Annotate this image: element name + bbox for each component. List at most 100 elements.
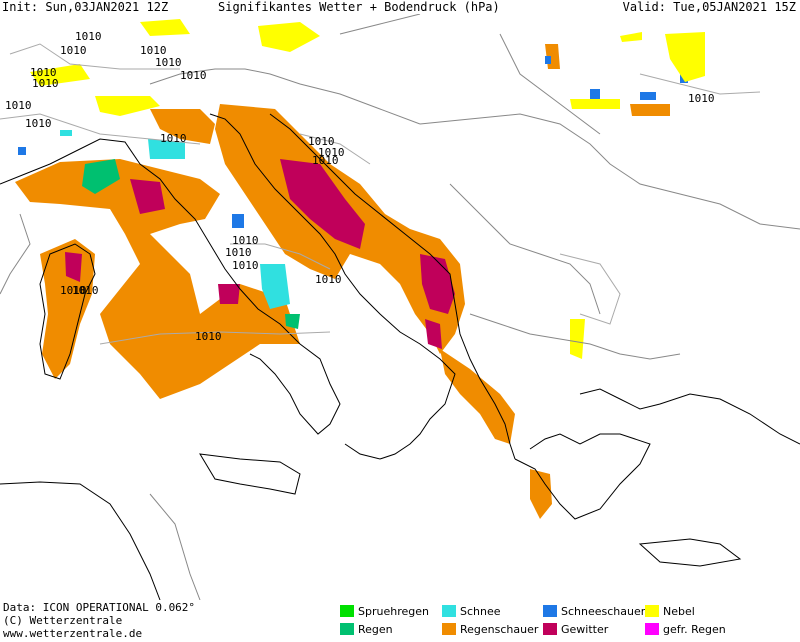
schnee-apennines <box>260 264 290 309</box>
isobar-label: 1010 <box>318 146 345 159</box>
schnee-alps <box>148 139 185 159</box>
isobar-croatia <box>299 133 371 165</box>
website-url: www.wetterzentrale.de <box>3 627 143 640</box>
border-greece <box>469 313 681 360</box>
isobar-label: 1010 <box>232 234 259 247</box>
isobar-label: 1010 <box>160 132 187 145</box>
gewitter-areas <box>65 159 455 349</box>
isobar-label: 1010 <box>308 135 335 148</box>
isobar-label: 1010 <box>60 44 87 57</box>
isobar-east <box>639 73 761 95</box>
nebel-ne <box>620 32 642 42</box>
nebel-areas <box>30 19 705 359</box>
coast-italy-east <box>209 113 456 460</box>
legend-label: Nebel <box>663 605 695 618</box>
legend-item-schneeschauer: Schneeschauer <box>543 605 645 618</box>
legend-label: Schneeschauer <box>561 605 646 618</box>
legend-label: Spruehregen <box>358 605 429 618</box>
gewitter-albania <box>425 319 442 349</box>
isobar-label: 1010 <box>25 117 52 130</box>
regenschauer-western-med <box>15 159 300 399</box>
border-north <box>339 14 421 35</box>
isobar-label: 1010 <box>225 246 252 259</box>
legend-swatch <box>340 605 354 617</box>
isobar-label: 1010 <box>232 259 259 272</box>
isobar-label: 1010 <box>180 69 207 82</box>
isobar-balkan <box>559 253 621 325</box>
coast-balkans <box>269 113 516 460</box>
gewitter-montenegro <box>420 254 455 314</box>
legend-item-nebel: Nebel <box>645 605 695 618</box>
isobar-label: 1010 <box>195 330 222 343</box>
nebel-ukraine <box>665 32 705 82</box>
border-serbia <box>449 183 601 315</box>
valid-time: Valid: Tue,05JAN2021 15Z <box>622 0 796 14</box>
schnee-small <box>60 130 72 136</box>
regenschauer-sardinia <box>40 239 95 379</box>
isobar-nw <box>9 43 180 70</box>
coast-crete <box>638 538 742 567</box>
isobars <box>0 43 761 345</box>
schnee-areas <box>60 130 290 309</box>
data-source: Data: ICON OPERATIONAL 0.062° <box>3 601 196 614</box>
isobar-label: 1010 <box>32 77 59 90</box>
legend-label: Regenschauer <box>460 623 539 636</box>
nebel-macedonia <box>570 319 585 359</box>
gewitter-ligurian <box>130 179 165 214</box>
border-africa <box>149 493 201 600</box>
border-west <box>0 213 31 295</box>
legend-label: gefr. Regen <box>663 623 726 636</box>
coast-africa <box>0 481 161 600</box>
coast-turkey <box>579 388 800 445</box>
border-alps <box>149 68 421 125</box>
legend-label: Gewitter <box>561 623 609 636</box>
legend-swatch <box>645 623 659 635</box>
isobar-label: 1010 <box>30 66 57 79</box>
gewitter-latium <box>218 284 240 304</box>
legend-item-gewitter: Gewitter <box>543 623 608 636</box>
border-ne <box>499 33 601 135</box>
legend-item-gefr-regen: gefr. Regen <box>645 623 726 636</box>
legend-label: Schnee <box>460 605 501 618</box>
legend-swatch <box>340 623 354 635</box>
border-east <box>419 113 800 230</box>
isobar-label: 1010 <box>155 56 182 69</box>
isobar-north <box>0 113 201 145</box>
copyright: (C) Wetterzentrale <box>3 614 123 627</box>
regen-alps-west <box>82 159 120 194</box>
legend-item-schnee: Schnee <box>442 605 501 618</box>
legend-swatch <box>442 605 456 617</box>
legend-swatch <box>543 605 557 617</box>
regenschauer-albania <box>440 349 515 444</box>
nebel-north <box>258 22 320 52</box>
legend-swatch <box>543 623 557 635</box>
regenschauer-alps-west <box>150 109 215 144</box>
isobar-labels: 1010 1010 1010 1010 1010 1010 1010 1010 … <box>5 30 715 343</box>
coast-italy-west <box>0 138 341 435</box>
map-title: Signifikantes Wetter + Bodendruck (hPa) <box>218 0 500 14</box>
isobar-label: 1010 <box>140 44 167 57</box>
legend-item-spruehregen: Spruehregen <box>340 605 429 618</box>
regen-south <box>285 314 300 329</box>
isobar-label: 1010 <box>688 92 715 105</box>
legend-swatch <box>645 605 659 617</box>
borders <box>0 14 800 600</box>
isobar-tyrrhenian <box>230 243 331 270</box>
nebel-nw <box>140 19 190 36</box>
coast-sicily <box>199 453 301 495</box>
regenschauer-east <box>630 104 670 116</box>
legend-item-regen: Regen <box>340 623 393 636</box>
legend-item-regenschauer: Regenschauer <box>442 623 538 636</box>
legend-swatch <box>442 623 456 635</box>
nebel-east <box>570 99 620 109</box>
isobar-label: 1010 <box>5 99 32 112</box>
precip-areas <box>15 19 705 519</box>
isobar-label: 1010 <box>315 273 342 286</box>
gewitter-croatia <box>280 159 365 249</box>
regen-areas <box>82 159 300 329</box>
regenschauer-peloponnese <box>530 469 552 519</box>
gewitter-corsica <box>65 252 82 282</box>
isobar-label: 1010 <box>75 30 102 43</box>
coast-greece <box>514 433 651 520</box>
weather-map: 1010 1010 1010 1010 1010 1010 1010 1010 … <box>0 14 800 600</box>
